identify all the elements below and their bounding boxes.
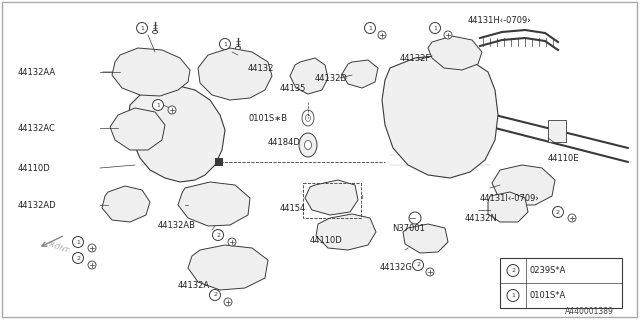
Circle shape bbox=[568, 214, 576, 222]
Polygon shape bbox=[110, 108, 165, 150]
Text: 2: 2 bbox=[416, 262, 420, 268]
Circle shape bbox=[152, 100, 163, 110]
Text: 44132AA: 44132AA bbox=[18, 68, 56, 76]
Text: 44132AD: 44132AD bbox=[18, 201, 56, 210]
Polygon shape bbox=[290, 58, 328, 94]
Circle shape bbox=[209, 290, 221, 300]
Text: 1: 1 bbox=[140, 26, 144, 30]
Ellipse shape bbox=[305, 115, 310, 122]
Circle shape bbox=[365, 22, 376, 34]
Text: 1: 1 bbox=[223, 42, 227, 46]
Text: 2: 2 bbox=[76, 255, 80, 260]
Polygon shape bbox=[492, 165, 555, 205]
Polygon shape bbox=[316, 214, 376, 250]
Circle shape bbox=[220, 38, 230, 50]
FancyBboxPatch shape bbox=[215, 158, 223, 166]
Text: 44184D: 44184D bbox=[268, 138, 301, 147]
Text: 44132D: 44132D bbox=[315, 74, 348, 83]
Polygon shape bbox=[198, 48, 272, 100]
Text: 44131H‹-0709›: 44131H‹-0709› bbox=[468, 15, 532, 25]
Polygon shape bbox=[342, 60, 378, 88]
Circle shape bbox=[413, 260, 424, 270]
Ellipse shape bbox=[305, 140, 312, 149]
Text: 1: 1 bbox=[76, 239, 80, 244]
Circle shape bbox=[552, 206, 563, 218]
Ellipse shape bbox=[299, 133, 317, 157]
Circle shape bbox=[212, 229, 223, 241]
Circle shape bbox=[409, 212, 421, 224]
Text: 44132A: 44132A bbox=[178, 281, 210, 290]
Ellipse shape bbox=[236, 46, 241, 50]
Circle shape bbox=[507, 265, 519, 276]
Circle shape bbox=[426, 268, 434, 276]
Circle shape bbox=[88, 261, 96, 269]
Text: 1: 1 bbox=[368, 26, 372, 30]
Circle shape bbox=[429, 22, 440, 34]
Text: 1: 1 bbox=[433, 26, 437, 30]
Circle shape bbox=[88, 244, 96, 252]
Text: 0101S*A: 0101S*A bbox=[530, 291, 566, 300]
Text: 2: 2 bbox=[556, 210, 560, 214]
Text: 44132: 44132 bbox=[248, 63, 275, 73]
Text: 0239S*A: 0239S*A bbox=[530, 266, 566, 275]
Circle shape bbox=[72, 252, 83, 263]
Text: 44132G: 44132G bbox=[380, 263, 413, 273]
Text: N37001: N37001 bbox=[392, 223, 425, 233]
Circle shape bbox=[224, 298, 232, 306]
Text: 1: 1 bbox=[511, 293, 515, 298]
Text: 44154: 44154 bbox=[280, 204, 307, 212]
Circle shape bbox=[136, 22, 147, 34]
Polygon shape bbox=[403, 224, 448, 253]
Text: 44132AC: 44132AC bbox=[18, 124, 56, 132]
Polygon shape bbox=[188, 245, 268, 290]
Polygon shape bbox=[112, 48, 190, 96]
Text: 44131I‹-0709›: 44131I‹-0709› bbox=[480, 194, 540, 203]
Circle shape bbox=[72, 236, 83, 247]
Text: A440001389: A440001389 bbox=[565, 308, 614, 316]
Ellipse shape bbox=[302, 110, 314, 126]
Ellipse shape bbox=[152, 30, 157, 34]
Text: 44110D: 44110D bbox=[310, 236, 343, 244]
Text: 2: 2 bbox=[216, 233, 220, 237]
Circle shape bbox=[444, 31, 452, 39]
Text: 44132N: 44132N bbox=[465, 213, 498, 222]
Polygon shape bbox=[102, 186, 150, 222]
Text: 2: 2 bbox=[213, 292, 217, 298]
Polygon shape bbox=[178, 182, 250, 226]
Polygon shape bbox=[428, 36, 482, 70]
Polygon shape bbox=[488, 192, 528, 222]
Text: 44110E: 44110E bbox=[548, 154, 579, 163]
Text: 2: 2 bbox=[511, 268, 515, 273]
Text: 0101S∗B: 0101S∗B bbox=[248, 114, 287, 123]
FancyBboxPatch shape bbox=[500, 258, 622, 308]
Text: 44135: 44135 bbox=[280, 84, 307, 92]
Text: 1: 1 bbox=[156, 102, 160, 108]
Circle shape bbox=[168, 106, 176, 114]
FancyBboxPatch shape bbox=[548, 120, 566, 142]
Polygon shape bbox=[305, 180, 358, 215]
Text: FRONT: FRONT bbox=[45, 240, 70, 254]
Polygon shape bbox=[382, 55, 498, 178]
Text: 44132F: 44132F bbox=[400, 53, 431, 62]
Polygon shape bbox=[128, 85, 225, 182]
Circle shape bbox=[378, 31, 386, 39]
Text: 44110D: 44110D bbox=[18, 164, 51, 172]
Text: 44132AB: 44132AB bbox=[158, 220, 196, 229]
Circle shape bbox=[507, 290, 519, 301]
Circle shape bbox=[228, 238, 236, 246]
